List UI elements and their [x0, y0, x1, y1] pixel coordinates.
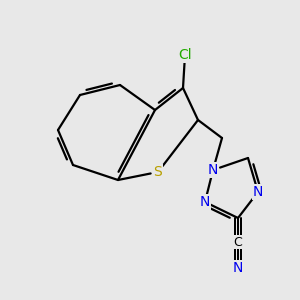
Text: S: S: [154, 165, 162, 179]
Text: N: N: [253, 185, 263, 199]
Text: Cl: Cl: [178, 48, 192, 62]
Text: N: N: [200, 195, 210, 209]
Text: N: N: [233, 261, 243, 275]
Text: C: C: [234, 236, 242, 248]
Text: N: N: [208, 163, 218, 177]
